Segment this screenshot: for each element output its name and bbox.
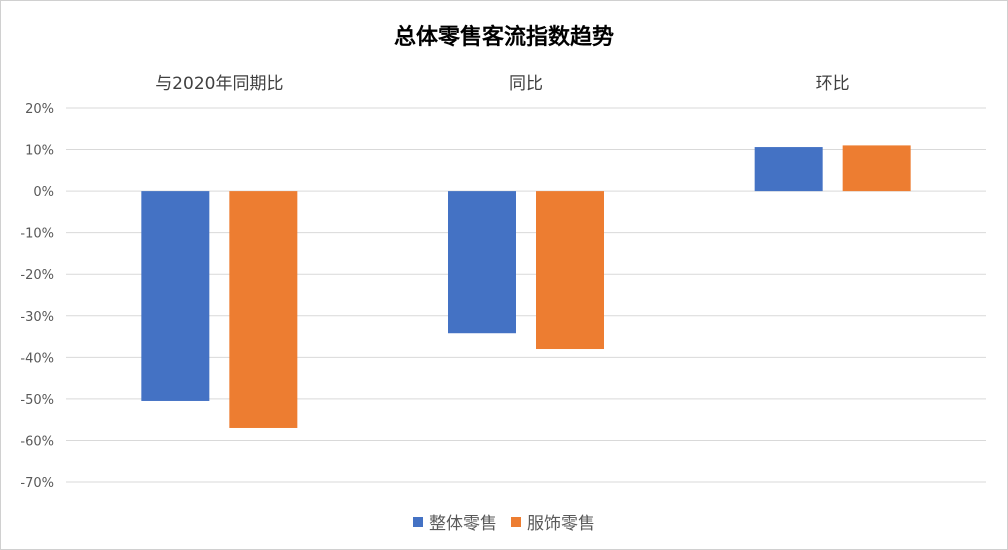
bar-series-1 [754,147,823,192]
legend-item-series-1: 整体零售 [413,509,497,534]
y-tick-label: 10% [25,144,54,159]
y-tick-label: -70% [20,476,54,491]
y-tick-label: -10% [20,227,54,242]
y-tick-label: -40% [20,351,54,366]
y-tick-label: -30% [20,310,54,325]
y-tick-label: -20% [20,268,54,283]
y-tick-label: 0% [33,185,54,200]
legend-swatch-series-2 [511,516,521,527]
category-label: 同比 [509,74,543,94]
legend-swatch-series-1 [413,516,423,527]
category-label: 环比 [816,74,850,94]
y-tick-label: -50% [20,393,54,408]
bar-series-2 [229,191,298,428]
bar-series-1 [448,191,516,334]
legend: 整体零售 服饰零售 [1,509,1007,534]
bar-series-1 [141,191,210,401]
category-label: 与2020年同期比 [155,74,283,94]
y-tick-label: 20% [25,102,54,117]
legend-label-series-2: 服饰零售 [527,514,595,534]
legend-item-series-2: 服饰零售 [511,509,595,534]
bar-series-2 [842,145,911,192]
bar-series-2 [536,191,604,350]
legend-label-series-1: 整体零售 [429,514,497,534]
chart-title: 总体零售客流指数趋势 [393,24,614,50]
y-tick-label: -60% [20,434,54,449]
